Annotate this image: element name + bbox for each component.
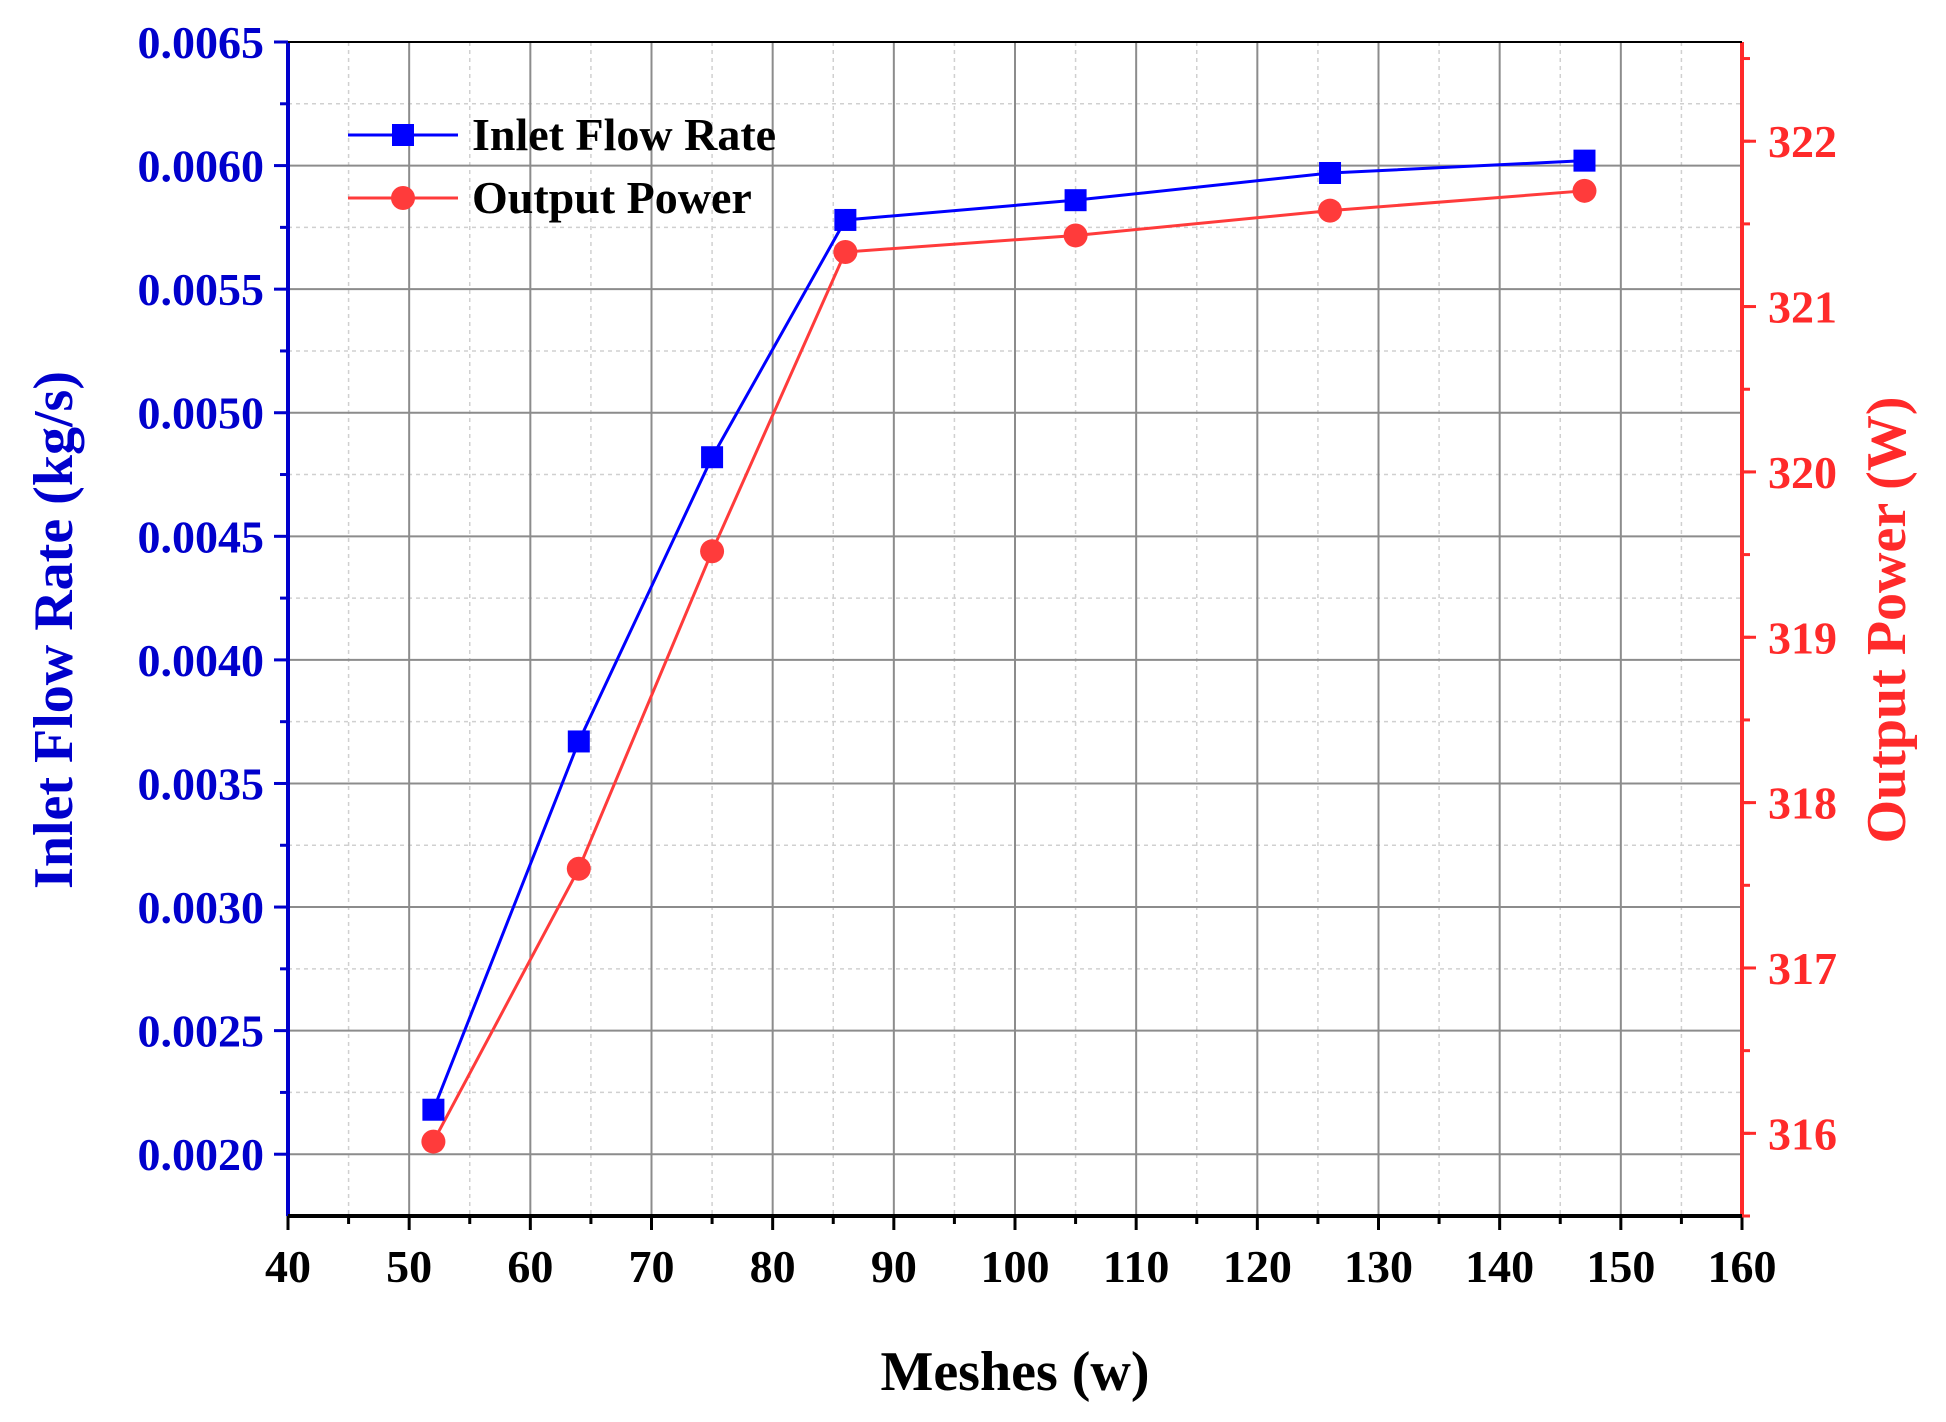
legend-label-output-power: Output Power (472, 172, 752, 223)
x-tick-label: 60 (507, 1241, 553, 1292)
data-point-inlet-flow-rate (834, 208, 857, 231)
series-lines (432, 159, 1585, 1143)
series-line-output-power (432, 189, 1585, 1143)
x-tick-label: 90 (871, 1241, 917, 1292)
left-y-tick-label: 0.0045 (138, 511, 265, 562)
left-y-tick-label: 0.0020 (138, 1129, 265, 1180)
right-y-axis-title: Output Power (W) (1856, 397, 1918, 844)
left-y-tick-label: 0.0055 (138, 264, 265, 315)
left-y-tick-label: 0.0040 (138, 635, 265, 686)
left-y-tick-label: 0.0060 (138, 141, 265, 192)
legend-marker-circle (391, 186, 415, 210)
data-point-output-power (1572, 178, 1597, 203)
x-tick-label: 130 (1344, 1241, 1413, 1292)
data-point-inlet-flow-rate (1573, 149, 1596, 172)
legend-marker-square (392, 124, 414, 146)
left-y-axis-title: Inlet Flow Rate (kg/s) (23, 371, 85, 889)
data-point-output-power (421, 1129, 446, 1154)
series-line-inlet-flow-rate (432, 159, 1585, 1111)
left-y-tick-label: 0.0050 (138, 388, 265, 439)
x-tick-label: 80 (750, 1241, 796, 1292)
right-y-tick-label: 321 (1768, 282, 1837, 333)
left-y-tick-label: 0.0035 (138, 758, 265, 809)
x-tick-label: 120 (1223, 1241, 1292, 1292)
data-point-output-power (700, 539, 725, 564)
x-tick-label: 110 (1103, 1241, 1169, 1292)
right-y-tick-label: 317 (1768, 943, 1837, 994)
right-y-tick-label: 319 (1768, 612, 1837, 663)
legend: Inlet Flow Rate Output Power (348, 109, 776, 223)
x-tick-label: 140 (1465, 1241, 1534, 1292)
right-y-tick-label: 318 (1768, 778, 1837, 829)
series-markers (421, 149, 1597, 1154)
data-point-output-power (833, 239, 858, 264)
left-y-tick-label: 0.0030 (138, 882, 265, 933)
right-y-tick-label: 322 (1768, 116, 1837, 167)
tick-labels: 40 50 60 70 80 90 100 110 120 130 140 150 160 0.0020 0… (138, 17, 1838, 1292)
x-tick-label: 40 (265, 1241, 311, 1292)
left-y-tick-label: 0.0025 (138, 1006, 265, 1057)
data-point-inlet-flow-rate (701, 446, 724, 469)
x-tick-label: 160 (1708, 1241, 1777, 1292)
right-y-tick-label: 320 (1768, 447, 1837, 498)
x-tick-label: 100 (981, 1241, 1050, 1292)
data-point-output-power (566, 856, 591, 881)
x-tick-label: 70 (629, 1241, 675, 1292)
x-axis-title: Meshes (w) (880, 1341, 1149, 1403)
data-point-output-power (1063, 223, 1088, 248)
data-point-inlet-flow-rate (422, 1098, 445, 1121)
data-point-inlet-flow-rate (567, 730, 590, 753)
data-point-output-power (1318, 198, 1343, 223)
right-y-tick-label: 316 (1768, 1108, 1837, 1159)
x-tick-label: 50 (386, 1241, 432, 1292)
data-point-inlet-flow-rate (1064, 189, 1087, 212)
data-point-inlet-flow-rate (1319, 161, 1342, 184)
legend-label-inlet-flow-rate: Inlet Flow Rate (472, 109, 776, 160)
left-y-tick-label: 0.0065 (138, 17, 265, 68)
x-tick-label: 150 (1586, 1241, 1655, 1292)
tick-marks (274, 40, 1756, 1230)
